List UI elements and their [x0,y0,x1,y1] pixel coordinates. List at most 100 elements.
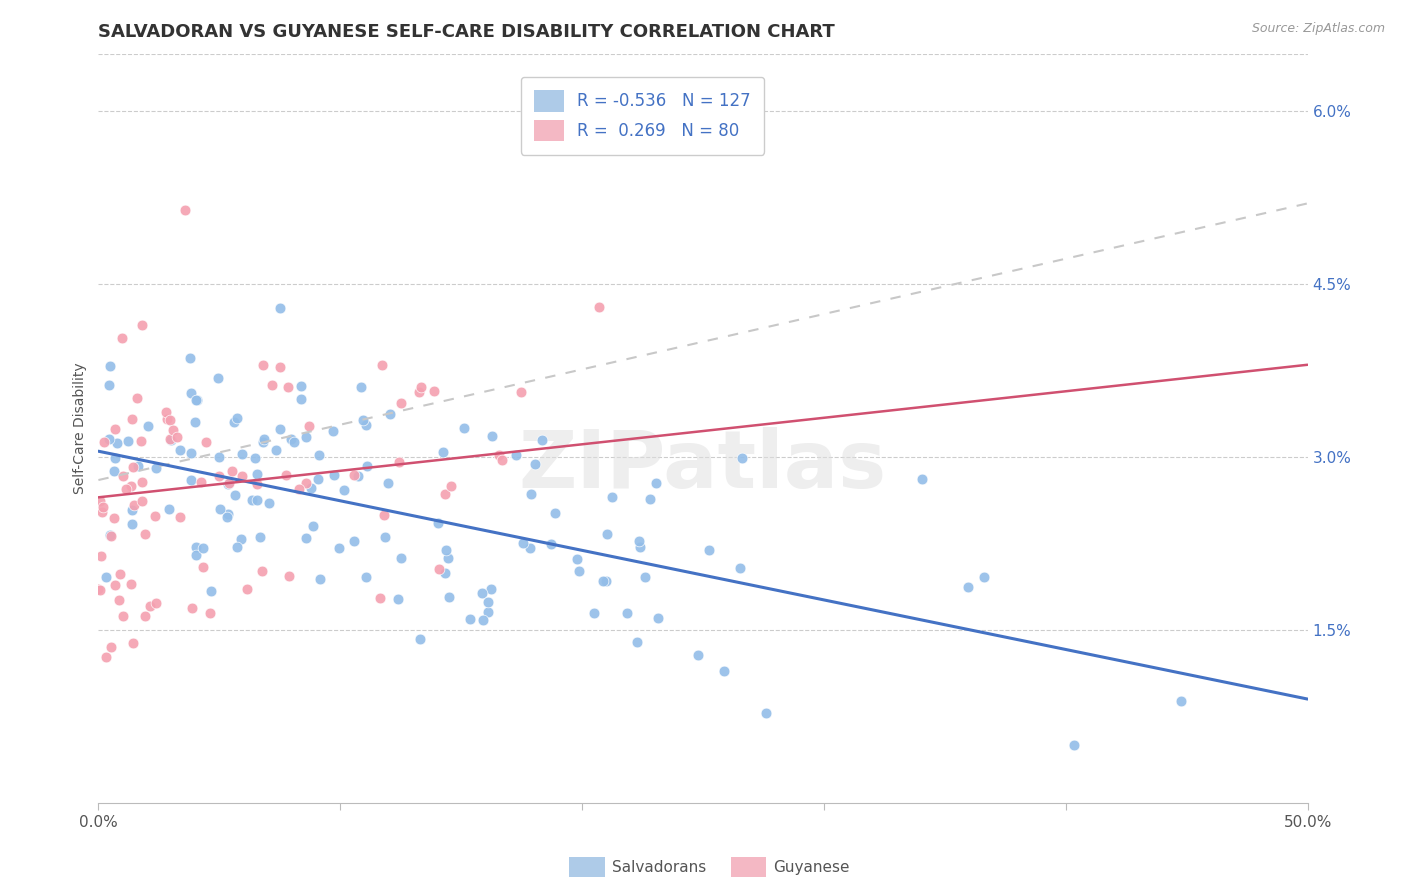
Point [217,477,239,491]
Point [231,447,253,461]
Point [250,564,273,578]
Point [221,464,243,478]
Point [520,487,543,501]
Point [224,488,246,502]
Point [94,650,117,665]
Point [460,612,482,626]
Point [596,527,619,541]
Point [131,475,153,489]
Point [374,530,396,544]
Point [87,582,110,597]
Point [277,569,299,583]
Point [347,469,370,483]
Point [217,508,239,522]
Point [697,543,720,558]
Point [166,430,188,444]
Text: ZIPatlas: ZIPatlas [519,426,887,505]
Point [595,574,617,588]
Point [98,378,121,392]
Point [114,482,136,496]
Point [208,502,231,516]
Point [112,469,135,483]
Point [257,496,280,510]
Point [479,582,502,597]
Point [354,569,377,583]
Point [957,580,980,594]
Point [100,640,122,654]
Point [186,392,208,407]
Point [162,423,184,437]
Point [356,459,378,474]
Point [120,479,142,493]
Point [180,473,202,487]
Y-axis label: Self-Care Disability: Self-Care Disability [73,362,87,494]
Point [308,448,330,462]
Point [243,451,266,466]
Point [104,451,127,466]
Point [252,432,274,446]
Point [567,551,589,566]
Point [628,540,651,554]
Point [143,508,166,523]
Point [510,384,533,399]
Point [544,507,567,521]
Point [245,476,267,491]
Point [190,475,212,490]
Text: Salvadorans: Salvadorans [612,860,706,874]
Point [105,435,128,450]
Point [1063,738,1085,752]
Point [488,448,510,462]
Point [471,586,494,600]
Point [582,606,605,620]
Point [342,534,364,549]
Point [298,418,321,433]
Point [354,417,377,432]
Point [378,407,401,421]
Point [184,393,207,408]
Point [104,422,127,436]
Point [295,430,318,444]
Point [169,443,191,458]
Point [411,380,433,394]
Point [136,419,159,434]
Point [139,599,162,613]
Point [371,358,394,372]
Point [127,458,149,473]
Point [217,510,239,524]
Point [644,475,666,490]
Point [94,570,117,584]
Point [108,566,131,581]
Point [252,359,274,373]
Point [159,432,181,446]
Point [264,443,287,458]
Point [269,422,291,436]
Point [218,476,240,491]
Point [104,578,127,592]
Point [290,378,312,392]
Point [453,421,475,435]
Point [388,454,411,468]
Point [200,607,222,621]
Point [309,572,332,586]
Point [121,502,143,516]
Point [174,202,197,217]
Point [249,530,271,544]
Point [89,582,111,597]
Point [592,574,614,589]
Point [1170,693,1192,707]
Point [195,434,218,449]
Point [434,566,457,580]
Point [634,569,657,583]
Legend: R = -0.536   N = 127, R =  0.269   N = 80: R = -0.536 N = 127, R = 0.269 N = 80 [520,77,765,154]
Point [229,532,252,546]
Point [280,432,302,446]
Point [245,467,267,482]
Point [129,434,152,449]
Point [283,435,305,450]
Point [122,498,145,512]
Point [368,591,391,606]
Point [427,516,450,530]
Point [288,483,311,497]
Point [108,593,131,607]
Point [350,380,373,394]
